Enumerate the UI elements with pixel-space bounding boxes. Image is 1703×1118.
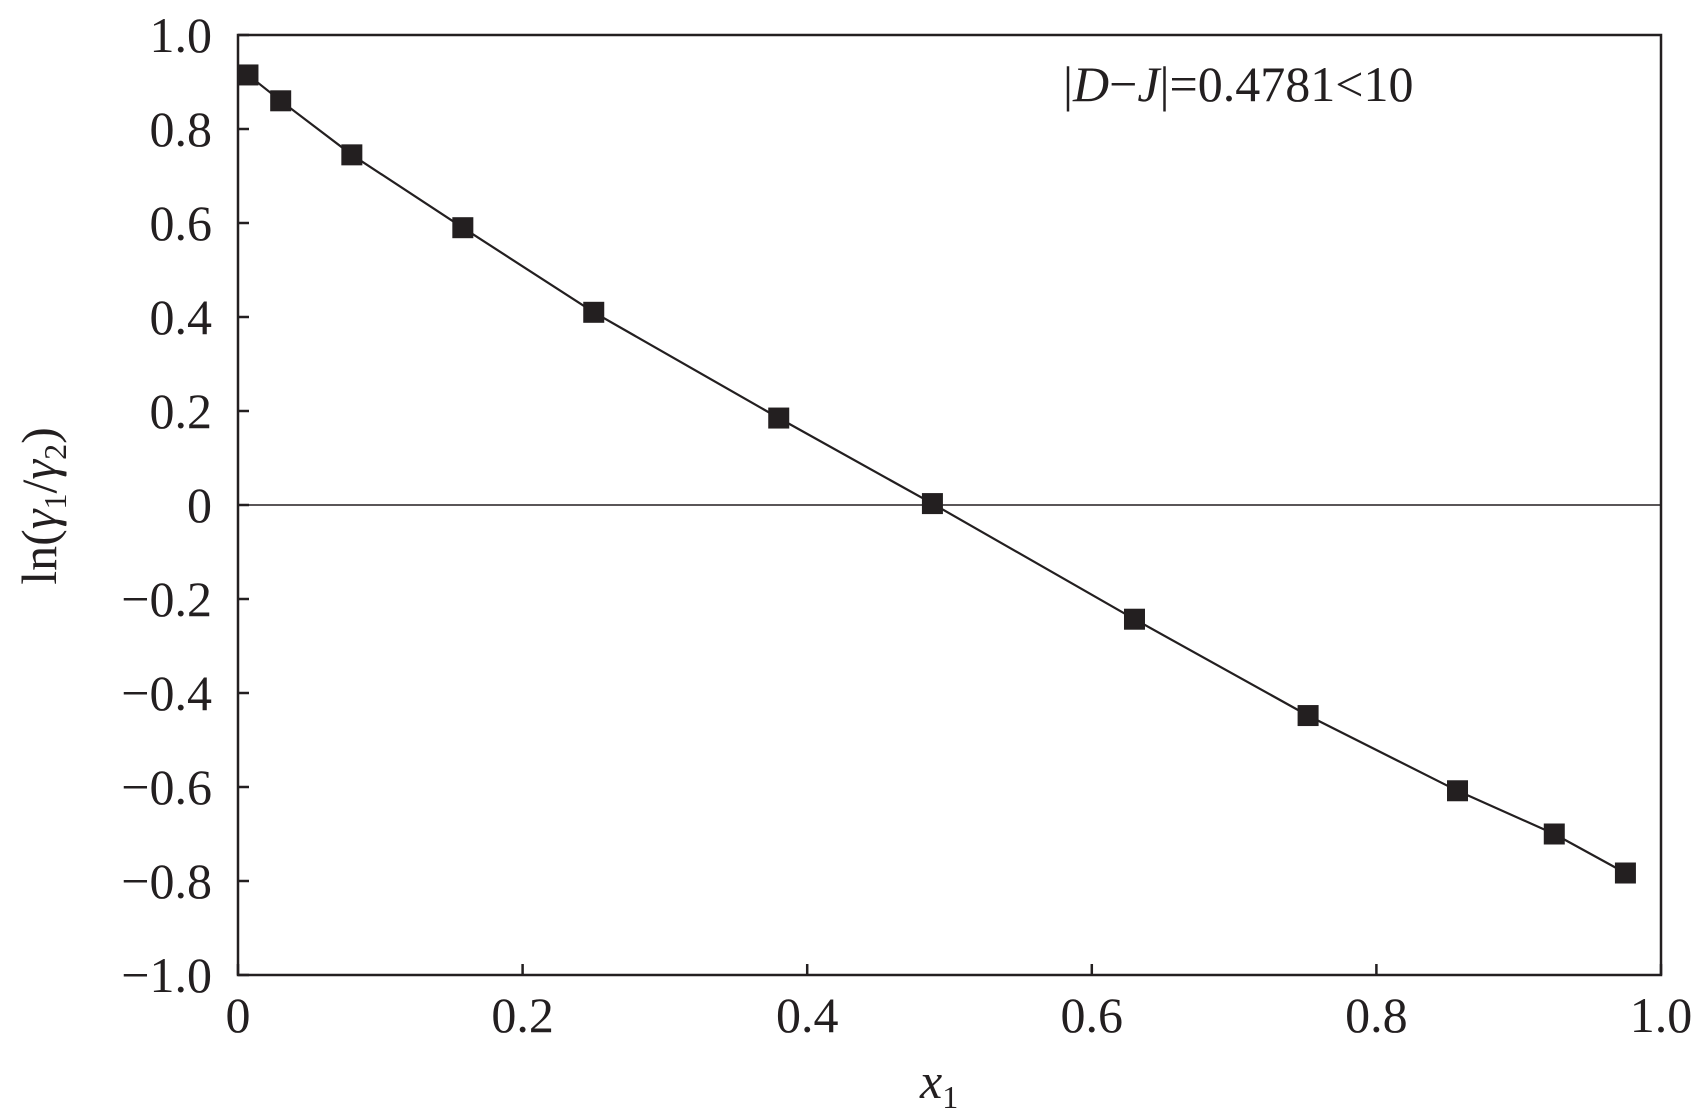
x-tick-label-2: 0.4 (776, 987, 839, 1043)
axis-tick-labels: 0 0.2 0.4 0.6 0.8 1.0 1.0 0.8 0.6 0.4 0.2 0 −0.2 −0.4… (121, 7, 1692, 1043)
y-tick-label-4: 0.2 (150, 383, 213, 439)
data-point-5 (768, 407, 790, 429)
data-point-3 (452, 217, 474, 239)
x-tick-label-5: 1.0 (1630, 987, 1693, 1043)
data-markers (237, 64, 1636, 884)
y-tick-label-8: −0.6 (121, 759, 212, 815)
y-tick-label-7: −0.4 (121, 665, 212, 721)
x-axis-title: x1 (919, 1053, 958, 1115)
data-point-11 (1614, 862, 1636, 884)
data-point-0 (237, 64, 259, 86)
series-line (247, 74, 1626, 874)
y-tick-label-3: 0.4 (150, 289, 213, 345)
data-point-7 (1123, 608, 1145, 630)
y-tick-label-6: −0.2 (121, 571, 212, 627)
data-point-1 (270, 90, 292, 112)
y-tick-label-9: −0.8 (121, 853, 212, 909)
x-tick-label-1: 0.2 (491, 987, 554, 1043)
data-point-2 (341, 144, 363, 166)
y-axis-title: ln(γ1/γ2) (11, 427, 73, 585)
y-tick-label-10: −1.0 (121, 947, 212, 1003)
y-tick-label-1: 0.8 (150, 101, 213, 157)
y-tick-label-2: 0.6 (150, 195, 213, 251)
data-point-8 (1297, 705, 1319, 727)
annotation-dj: |D−J|=0.4781<10 (1063, 56, 1413, 112)
x-tick-label-4: 0.8 (1345, 987, 1408, 1043)
plot-frame (236, 33, 1663, 977)
y-tick-label-0: 1.0 (150, 7, 213, 63)
data-point-4 (583, 301, 605, 323)
x-tick-label-3: 0.6 (1061, 987, 1124, 1043)
data-point-10 (1543, 823, 1565, 845)
x-tick-label-0: 0 (226, 987, 251, 1043)
y-tick-label-5: 0 (187, 477, 212, 533)
data-point-6 (921, 493, 943, 515)
data-point-9 (1447, 780, 1469, 802)
